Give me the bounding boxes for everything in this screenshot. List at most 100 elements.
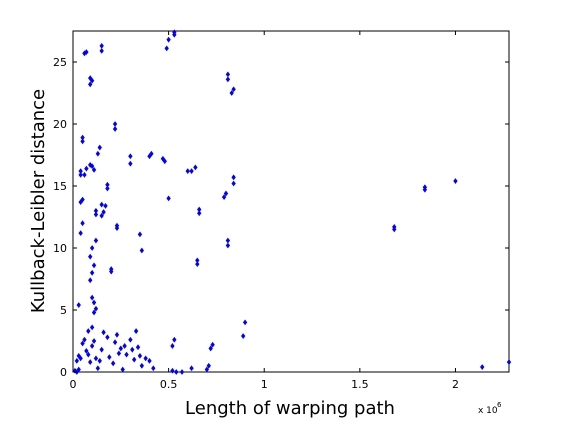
data-point <box>179 369 185 375</box>
data-point <box>225 237 231 244</box>
data-point <box>76 366 81 373</box>
data-point <box>89 269 95 276</box>
x-tick-label: 2 <box>452 378 459 391</box>
data-point <box>162 158 167 165</box>
data-point <box>197 206 202 213</box>
data-point <box>82 171 87 178</box>
y-tick-label: 15 <box>53 180 67 193</box>
data-point <box>137 352 143 359</box>
data-point <box>82 336 87 343</box>
data-point <box>225 71 231 78</box>
data-point <box>506 359 512 365</box>
data-point <box>78 355 83 362</box>
data-point <box>114 222 120 229</box>
data-point <box>80 138 85 145</box>
data-point <box>128 336 133 343</box>
data-point <box>132 356 137 363</box>
data-point <box>480 364 485 370</box>
data-point <box>116 350 122 357</box>
data-point <box>231 174 236 181</box>
data-point <box>88 81 93 88</box>
data-point <box>204 366 210 373</box>
data-point <box>225 76 231 83</box>
data-point <box>99 201 104 208</box>
data-point <box>124 351 129 358</box>
y-tick-label: 10 <box>53 242 67 255</box>
data-point <box>422 184 428 191</box>
data-point <box>91 309 97 316</box>
data-point <box>78 168 83 175</box>
data-point <box>229 90 234 96</box>
data-point <box>78 230 83 237</box>
x-tick-label: 0 <box>70 378 77 391</box>
data-point <box>143 355 148 362</box>
y-axis-ticks: 0 5 10 15 20 25 <box>53 56 509 379</box>
data-point <box>86 351 91 358</box>
data-point <box>110 360 116 367</box>
data-point <box>139 362 145 369</box>
data-point <box>97 144 102 151</box>
data-point <box>164 45 169 52</box>
data-point <box>80 134 85 141</box>
data-point <box>101 209 106 215</box>
x-axis-ticks: 0 0.5 1 1.5 2 <box>70 31 459 391</box>
data-point <box>112 126 118 132</box>
x-tick-label: 1.5 <box>351 378 369 391</box>
data-point <box>189 365 194 372</box>
data-point <box>130 346 135 353</box>
y-axis-title: Kullback-Leibler distance <box>28 89 49 313</box>
data-point <box>193 164 198 171</box>
data-point <box>195 261 200 268</box>
data-point <box>195 257 200 264</box>
data-point <box>89 245 95 251</box>
data-point <box>86 328 91 334</box>
data-point <box>210 341 215 348</box>
data-point <box>206 362 211 369</box>
data-point <box>105 181 110 188</box>
data-point <box>89 324 95 331</box>
data-point <box>76 302 81 308</box>
y-tick-label: 0 <box>60 366 67 379</box>
data-point <box>170 367 175 374</box>
data-point <box>120 366 125 373</box>
data-point <box>84 348 89 354</box>
x-tick-label: 0.5 <box>160 378 178 391</box>
data-point <box>149 150 154 157</box>
data-point <box>109 268 114 275</box>
data-point <box>89 163 95 170</box>
data-point <box>189 168 194 175</box>
data-point <box>93 207 99 214</box>
data-point <box>80 196 85 203</box>
x-tick-label: 1 <box>261 378 268 391</box>
data-point <box>93 237 99 244</box>
data-point <box>91 299 97 306</box>
data-point <box>231 180 236 187</box>
data-point <box>93 305 99 312</box>
data-point <box>135 344 141 351</box>
data-point <box>80 340 85 347</box>
data-point <box>392 224 397 230</box>
data-point <box>105 185 110 192</box>
data-point <box>112 339 118 346</box>
data-point <box>91 338 97 344</box>
x-axis-exponent-label: x 10 <box>478 406 498 416</box>
data-point <box>112 121 118 127</box>
data-point <box>91 262 97 269</box>
data-point <box>89 77 95 84</box>
data-point <box>231 86 236 93</box>
data-point <box>105 334 110 341</box>
data-point <box>88 277 93 284</box>
data-point <box>84 49 89 55</box>
data-point <box>185 168 190 175</box>
data-point <box>95 365 101 372</box>
data-point <box>84 165 89 172</box>
data-point <box>78 171 83 178</box>
data-point <box>88 359 93 365</box>
data-point <box>166 36 171 43</box>
data-point <box>99 346 104 353</box>
data-point <box>172 29 177 36</box>
data-point <box>225 242 231 249</box>
data-point <box>114 331 120 338</box>
data-point <box>137 231 143 238</box>
data-point <box>453 178 458 184</box>
